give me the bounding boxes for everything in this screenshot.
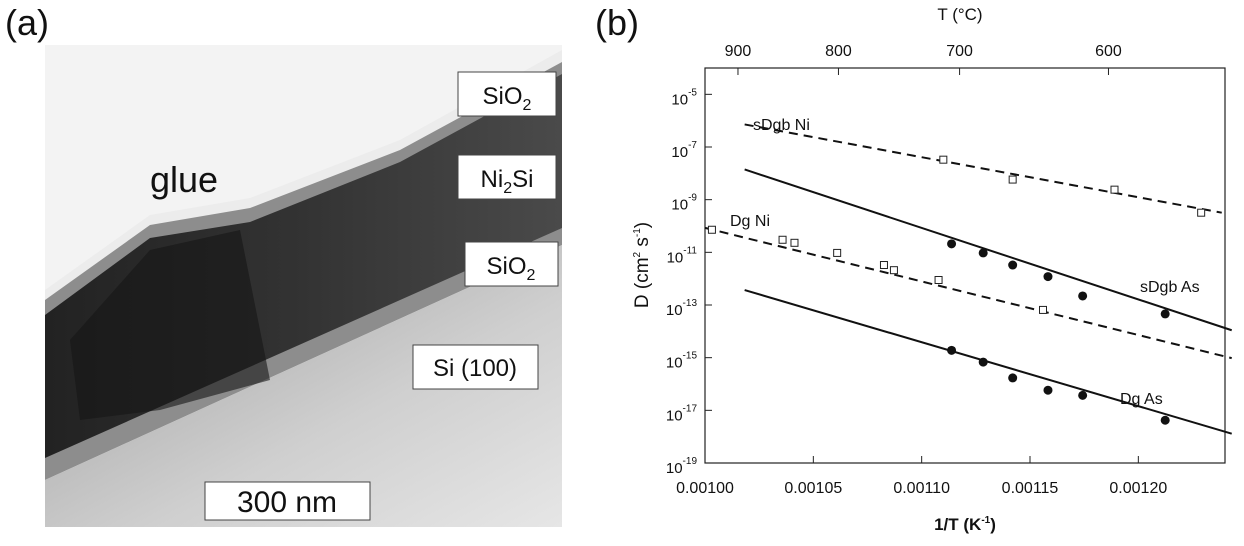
data-point xyxy=(890,267,897,274)
y-tick-exponent: -11 xyxy=(683,245,697,256)
y-tick-label: 10-13 xyxy=(666,298,698,319)
y-tick-exponent: -13 xyxy=(683,298,698,309)
y-tick-label: 10-19 xyxy=(666,456,698,477)
panel-label: (a) xyxy=(5,2,49,43)
y-tick-label: 10-11 xyxy=(667,245,698,266)
x-tick-label: 0.00100 xyxy=(676,480,734,497)
x2-tick-label: 600 xyxy=(1095,43,1122,60)
y-tick-base: 10 xyxy=(666,407,683,424)
data-point xyxy=(834,249,841,256)
y-tick-base: 10 xyxy=(671,197,688,214)
data-point xyxy=(1008,373,1017,382)
data-point xyxy=(935,276,942,283)
y-tick-exponent: -5 xyxy=(688,87,697,98)
panel-label: (b) xyxy=(595,2,639,43)
data-point xyxy=(979,358,988,367)
data-point xyxy=(979,248,988,257)
y-tick-base: 10 xyxy=(666,460,683,477)
data-point xyxy=(947,346,956,355)
y-tick-exponent: -9 xyxy=(688,193,697,204)
data-point xyxy=(947,239,956,248)
y-axis-label: D (cm2 s-1) xyxy=(632,222,653,308)
data-point xyxy=(1008,261,1017,270)
y-tick-base: 10 xyxy=(671,144,688,161)
data-point xyxy=(1043,272,1052,281)
fit-line xyxy=(745,124,1222,212)
data-point xyxy=(1040,306,1047,313)
x2-tick-label: 700 xyxy=(946,43,973,60)
data-point xyxy=(1111,186,1118,193)
y-tick-label: 10-9 xyxy=(671,193,697,214)
data-point xyxy=(791,239,798,246)
y-tick-base: 10 xyxy=(667,249,684,266)
data-point xyxy=(940,156,947,163)
y-tick-label: 10-15 xyxy=(666,351,698,372)
y-tick-exponent: -17 xyxy=(683,403,698,414)
annotation: Dg As xyxy=(1120,391,1163,408)
data-point xyxy=(1078,391,1087,400)
data-point xyxy=(708,226,715,233)
y-tick-exponent: -7 xyxy=(688,140,697,151)
layer-label: Si (100) xyxy=(433,355,517,382)
y-tick-exponent: -19 xyxy=(683,456,698,467)
y-tick-label: 10-7 xyxy=(671,140,697,161)
y-tick-exponent: -15 xyxy=(683,351,698,362)
data-point xyxy=(1161,416,1170,425)
data-point xyxy=(1078,291,1087,300)
figure: (a) glue SiO2 Ni2Si SiO2 Si (100) 300 nm… xyxy=(0,0,1244,546)
y-tick-base: 10 xyxy=(671,91,688,108)
annotation: sDgb As xyxy=(1140,279,1200,296)
x-axis-label: 1/T (K-1) xyxy=(934,515,996,534)
fit-line xyxy=(745,169,1232,330)
x2-axis-label: T (°C) xyxy=(937,5,982,24)
x2-tick-label: 900 xyxy=(725,43,752,60)
data-point xyxy=(1009,176,1016,183)
fit-line xyxy=(745,290,1232,434)
data-point xyxy=(779,236,786,243)
x-tick-label: 0.00120 xyxy=(1109,480,1167,497)
y-tick-label: 10-17 xyxy=(666,403,698,424)
scale-bar-label: 300 nm xyxy=(237,486,337,519)
y-tick-base: 10 xyxy=(666,302,683,319)
x-tick-label: 0.00110 xyxy=(893,480,950,497)
x2-tick-label: 800 xyxy=(825,43,852,60)
y-tick-base: 10 xyxy=(666,355,683,372)
y-tick-label: 10-5 xyxy=(671,87,697,108)
data-point xyxy=(1198,209,1205,216)
data-point xyxy=(880,262,887,269)
data-point xyxy=(1161,309,1170,318)
annotation: Dg Ni xyxy=(730,213,770,230)
glue-label: glue xyxy=(150,159,218,200)
data-point xyxy=(1043,386,1052,395)
x-tick-label: 0.00115 xyxy=(1002,480,1059,497)
x-tick-label: 0.00105 xyxy=(784,480,842,497)
